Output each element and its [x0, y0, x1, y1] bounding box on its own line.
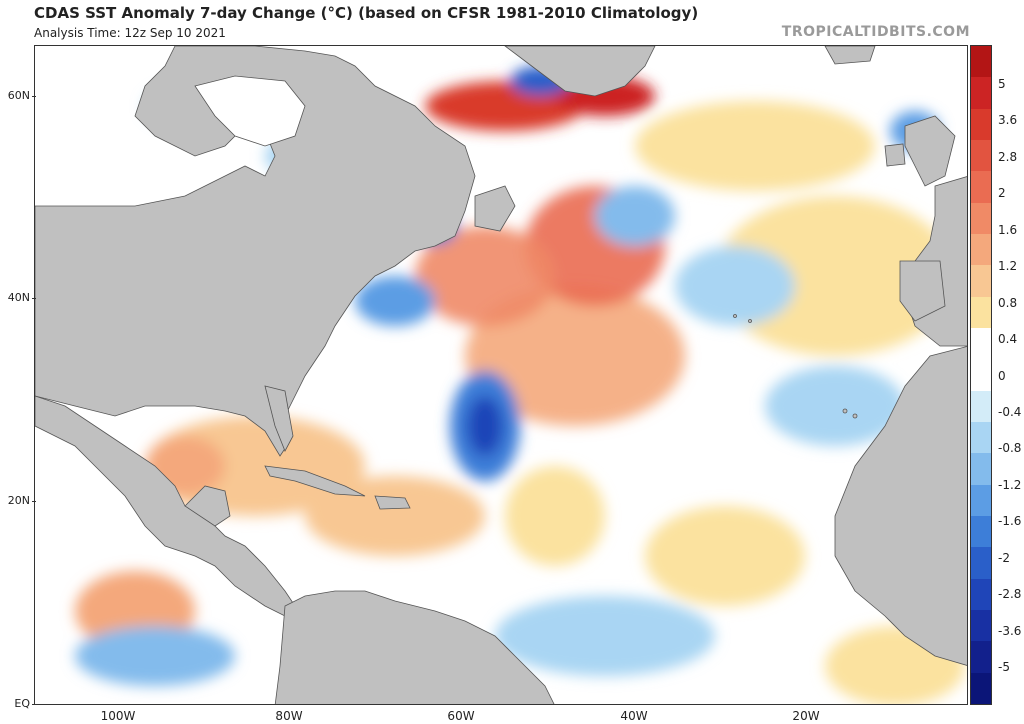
cool-patch [467, 396, 503, 456]
lat-label-60n: 60N [7, 89, 37, 102]
colorbar-segment [971, 139, 991, 172]
lat-label-eq: EQ [14, 697, 36, 710]
colorbar-segment [971, 202, 991, 234]
colorbar-tick-label: 1.2 [998, 259, 1018, 274]
colorbar-segment [971, 672, 991, 704]
colorbar-segment [971, 515, 991, 548]
colorbar-tick-label: 5 [998, 77, 1006, 91]
africa-land [834, 346, 967, 666]
colorbar-segment [971, 108, 991, 140]
cool-patch [355, 276, 435, 326]
iceland-land [824, 46, 876, 65]
cool-patch [595, 186, 675, 246]
colorbar-segment [971, 296, 991, 328]
ireland-land [884, 143, 906, 167]
colorbar-tick-label: 0.4 [998, 332, 1018, 347]
lat-label-40n: 40N [7, 291, 37, 304]
colorbar-tick-label: -2.8 [998, 587, 1022, 602]
cool-patch [675, 246, 795, 326]
colorbar-tick-label: -5 [998, 660, 1010, 674]
colorbar-tick-label: 2.8 [998, 149, 1018, 164]
colorbar-tick-label: -1.6 [998, 514, 1022, 529]
colorbar-tick-label: 0 [998, 368, 1006, 383]
warm-patch [715, 196, 955, 356]
cool-patch [765, 366, 905, 446]
south-america-land [274, 590, 555, 704]
azores-island [748, 319, 752, 323]
sst-map [34, 45, 968, 705]
colorbar-tick-label: -1.2 [998, 477, 1022, 492]
colorbar-tick-label: 2 [998, 186, 1006, 201]
colorbar-segment [971, 171, 991, 203]
cool-patch [75, 626, 235, 686]
warm-patch [415, 226, 555, 326]
chart-title: CDAS SST Anomaly 7-day Change (°C) (base… [34, 4, 699, 22]
lon-label-20w: 20W [792, 709, 820, 723]
newfoundland-land [474, 185, 516, 232]
yucatan-land [184, 485, 231, 527]
colorbar-segment [971, 359, 991, 391]
lat-label-20n: 20N [7, 494, 37, 507]
colorbar-tick-label: -3.6 [998, 623, 1022, 638]
colorbar-segment [971, 578, 991, 610]
anomaly-field [75, 66, 965, 704]
warm-patch [505, 466, 605, 566]
colorbar-segment [971, 265, 991, 297]
colorbar-tick-label: -2 [998, 550, 1010, 565]
colorbar-segment [971, 77, 991, 109]
warm-patch [305, 476, 485, 556]
warm-patch [635, 101, 875, 191]
analysis-time: Analysis Time: 12z Sep 10 2021 [34, 26, 226, 40]
colorbar-segment [971, 453, 991, 485]
colorbar-tick-label: 3.6 [998, 113, 1018, 128]
lon-label-80w: 80W [275, 709, 303, 723]
colorbar-tick-label: -0.8 [998, 441, 1022, 456]
canary-island [852, 413, 858, 419]
iberia-land [899, 260, 946, 322]
colorbar-tick-label: -0.4 [998, 404, 1022, 419]
lon-label-40w: 40W [620, 709, 648, 723]
florida-land [264, 385, 294, 452]
colorbar-segment [971, 233, 991, 266]
hudson-bay [194, 75, 306, 147]
cool-patch [495, 596, 715, 676]
greenland-land [504, 46, 656, 97]
colorbar-segment [971, 46, 991, 78]
colorbar-segment [971, 641, 991, 673]
canary-island [842, 408, 848, 414]
hispaniola-land [374, 495, 411, 510]
colorbar-segment [971, 421, 991, 454]
azores-island [733, 314, 737, 318]
warm-patch [465, 286, 685, 426]
colorbar-segment [971, 484, 991, 516]
site-watermark: TROPICALTIDBITS.COM [781, 24, 970, 40]
colorbar-segment [971, 547, 991, 579]
colorbar-segment [971, 390, 991, 422]
cuba-land [264, 465, 366, 497]
colorbar-tick-label: 0.8 [998, 295, 1018, 310]
british-isles-land [904, 115, 956, 187]
colorbar-segment [971, 327, 991, 360]
lon-label-60w: 60W [447, 709, 475, 723]
warm-patch [645, 506, 805, 606]
colorbar [970, 45, 992, 705]
lon-label-100w: 100W [100, 709, 136, 723]
colorbar-segment [971, 609, 991, 642]
land-masses [35, 46, 967, 704]
colorbar-tick-label: 1.6 [998, 222, 1018, 237]
